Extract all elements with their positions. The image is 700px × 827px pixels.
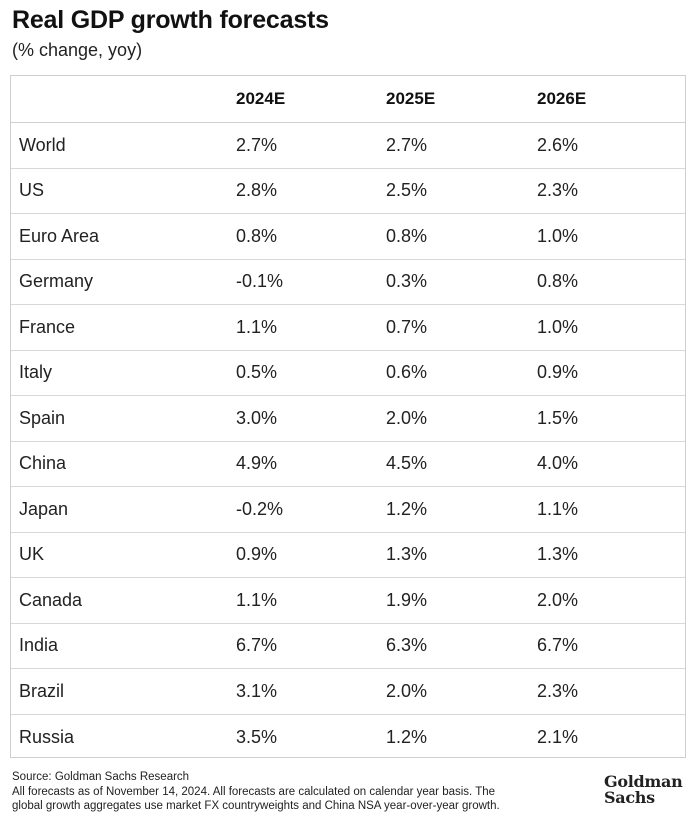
value-2024e-cell: -0.1%: [236, 271, 284, 292]
table-row: Japan -0.2% 1.2% 1.1%: [11, 487, 685, 533]
country-cell: Italy: [19, 362, 53, 383]
table-row: Italy 0.5% 0.6% 0.9%: [11, 351, 685, 396]
value-2026e-cell: 6.7%: [537, 635, 579, 656]
value-2026e-cell: 2.1%: [537, 726, 579, 747]
value-2026e-cell: 2.3%: [537, 180, 579, 201]
value-2026e-cell: 1.5%: [537, 407, 579, 428]
country-cell: Brazil: [19, 680, 65, 701]
table-row: France 1.1% 0.7% 1.0%: [11, 305, 685, 351]
table-row: China 4.9% 4.5% 4.0%: [11, 442, 685, 487]
country-cell: UK: [19, 544, 45, 565]
goldman-sachs-logo: Goldman Sachs: [604, 772, 683, 807]
table-row: Germany -0.1% 0.3% 0.8%: [11, 260, 685, 305]
value-2025e-cell: 1.2%: [386, 726, 428, 747]
table-row: Canada 1.1% 1.9% 2.0%: [11, 578, 685, 624]
footnote-line-2: global growth aggregates use market FX c…: [12, 800, 500, 812]
country-cell: World: [19, 134, 66, 155]
value-2025e-cell: 1.9%: [386, 589, 428, 610]
value-2025e-cell: 4.5%: [386, 453, 428, 474]
table-row: World 2.7% 2.7% 2.6%: [11, 123, 685, 169]
value-2026e-cell: 1.1%: [537, 498, 579, 519]
value-2024e-cell: 0.8%: [236, 225, 278, 246]
value-2025e-cell: 1.3%: [386, 544, 428, 565]
table-row: US 2.8% 2.5% 2.3%: [11, 169, 685, 214]
column-header-2026e: 2026E: [537, 89, 587, 108]
country-cell: Germany: [19, 271, 94, 292]
country-cell: Japan: [19, 498, 69, 519]
value-2025e-cell: 0.3%: [386, 271, 428, 292]
value-2025e-cell: 2.5%: [386, 180, 428, 201]
chart-title: Real GDP growth forecasts: [12, 6, 329, 34]
value-2026e-cell: 2.3%: [537, 680, 579, 701]
country-cell: France: [19, 316, 76, 337]
value-2024e-cell: 6.7%: [236, 635, 278, 656]
value-2025e-cell: 2.7%: [386, 134, 428, 155]
value-2026e-cell: 2.0%: [537, 589, 579, 610]
country-cell: Spain: [19, 407, 66, 428]
value-2026e-cell: 0.9%: [537, 362, 579, 383]
value-2024e-cell: -0.2%: [236, 498, 284, 519]
value-2025e-cell: 2.0%: [386, 407, 428, 428]
column-header-2025e: 2025E: [386, 89, 436, 108]
table-row: UK 0.9% 1.3% 1.3%: [11, 533, 685, 578]
value-2025e-cell: 0.6%: [386, 362, 428, 383]
value-2026e-cell: 1.0%: [537, 225, 579, 246]
value-2025e-cell: 0.7%: [386, 316, 428, 337]
value-2024e-cell: 1.1%: [236, 316, 278, 337]
table-row: Brazil 3.1% 2.0% 2.3%: [11, 669, 685, 715]
value-2026e-cell: 4.0%: [537, 453, 579, 474]
footnote-line-1: All forecasts as of November 14, 2024. A…: [12, 785, 496, 798]
value-2024e-cell: 0.9%: [236, 544, 278, 565]
value-2024e-cell: 3.0%: [236, 407, 278, 428]
logo-line-1: Goldman: [604, 772, 683, 791]
country-cell: Euro Area: [19, 225, 100, 246]
source-note: Source: Goldman Sachs Research: [12, 771, 190, 783]
value-2024e-cell: 2.8%: [236, 180, 278, 201]
country-cell: China: [19, 453, 67, 474]
value-2026e-cell: 1.3%: [537, 544, 579, 565]
value-2024e-cell: 3.1%: [236, 680, 278, 701]
value-2024e-cell: 1.1%: [236, 589, 278, 610]
chart-subtitle: (% change, yoy): [12, 40, 143, 60]
table-row: Spain 3.0% 2.0% 1.5%: [11, 396, 685, 442]
country-cell: India: [19, 635, 59, 656]
table-row: Euro Area 0.8% 0.8% 1.0%: [11, 214, 685, 260]
table-header-row: 2024E 2025E 2026E: [11, 76, 685, 123]
country-cell: Canada: [19, 589, 83, 610]
logo-line-2: Sachs: [604, 788, 655, 807]
value-2024e-cell: 2.7%: [236, 134, 278, 155]
value-2025e-cell: 6.3%: [386, 635, 428, 656]
value-2026e-cell: 1.0%: [537, 316, 579, 337]
forecast-table: 2024E 2025E 2026E World 2.7% 2.7% 2.6% US 2.8…: [10, 75, 686, 758]
value-2026e-cell: 2.6%: [537, 134, 579, 155]
value-2025e-cell: 1.2%: [386, 498, 428, 519]
table-row: India 6.7% 6.3% 6.7%: [11, 624, 685, 669]
value-2025e-cell: 0.8%: [386, 225, 428, 246]
country-cell: US: [19, 180, 45, 201]
value-2025e-cell: 2.0%: [386, 680, 428, 701]
country-cell: Russia: [19, 726, 75, 747]
chart-footer: Source: Goldman Sachs Research All forec…: [12, 770, 582, 814]
column-header-2024e: 2024E: [236, 89, 286, 108]
value-2026e-cell: 0.8%: [537, 271, 579, 292]
value-2024e-cell: 3.5%: [236, 726, 278, 747]
table-row: Russia 3.5% 1.2% 2.1%: [11, 715, 685, 761]
value-2024e-cell: 4.9%: [236, 453, 278, 474]
value-2024e-cell: 0.5%: [236, 362, 278, 383]
